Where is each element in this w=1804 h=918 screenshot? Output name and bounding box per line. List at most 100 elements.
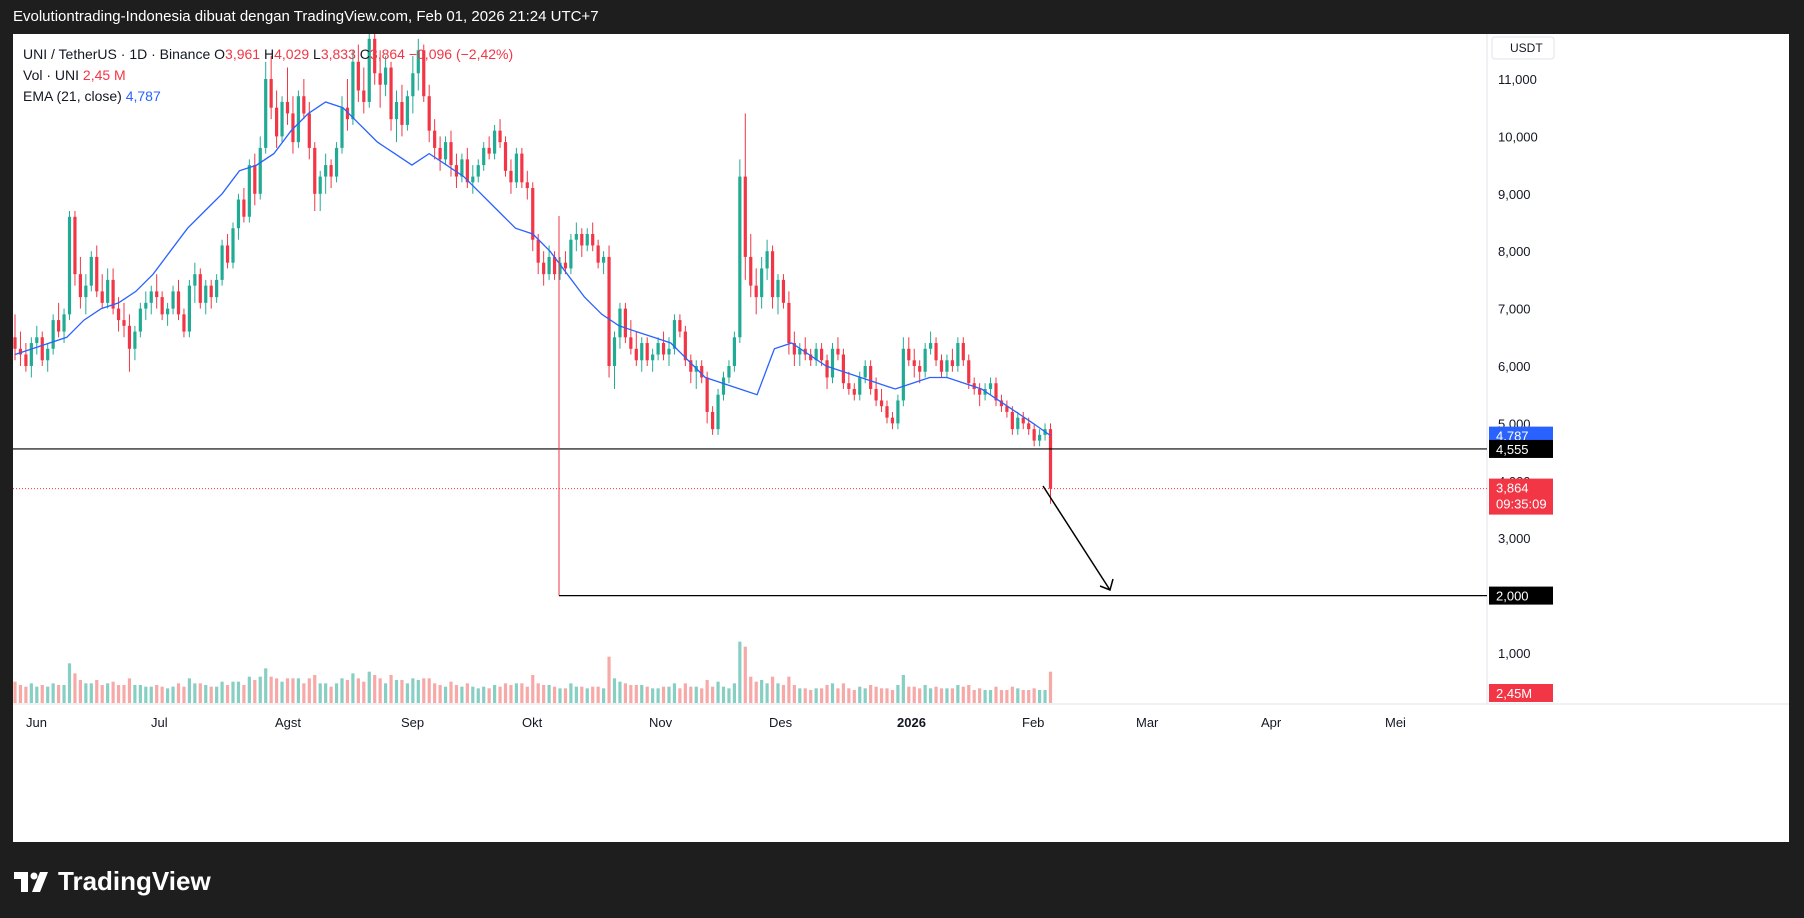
volume-bar	[874, 686, 878, 703]
candle	[607, 245, 611, 378]
candle-body	[57, 320, 61, 332]
candle	[176, 279, 181, 321]
volume-bar	[236, 681, 241, 703]
candle	[754, 268, 758, 315]
candle	[918, 360, 922, 384]
legend-volume-label: Vol · UNI	[23, 67, 80, 83]
volume-bar	[1016, 688, 1020, 703]
volume-bar	[138, 685, 142, 703]
candle	[574, 222, 578, 252]
volume-bar	[661, 686, 666, 703]
volume-bar	[247, 676, 251, 703]
candle	[939, 354, 944, 378]
candle-body	[907, 348, 911, 361]
candle	[264, 61, 268, 154]
volume-bar	[531, 675, 535, 703]
time-tick-label: Jun	[26, 715, 47, 730]
legend-volume-row[interactable]: Vol · UNI 2,45 M	[23, 65, 513, 86]
volume-bar	[618, 681, 622, 703]
tradingview-logo[interactable]: TradingView	[14, 866, 211, 897]
volume-bar	[612, 678, 617, 703]
candle-body	[602, 256, 606, 263]
candle	[95, 245, 99, 298]
candle	[1032, 423, 1036, 447]
candle-body	[1038, 434, 1042, 441]
candle-body	[672, 320, 677, 349]
candle-body	[939, 360, 944, 372]
candle-body	[585, 233, 589, 246]
candle	[994, 377, 998, 407]
candle-body	[1016, 417, 1020, 430]
candle-body	[640, 343, 644, 361]
candle	[1010, 406, 1014, 435]
volume-bar	[220, 681, 224, 703]
volume-bar	[727, 688, 731, 703]
volume-bar	[923, 685, 927, 703]
volume-badge: 2,45M	[1489, 684, 1553, 702]
price-tick-label: 9,000	[1498, 187, 1531, 202]
candle-body	[967, 360, 971, 384]
volume-bar	[640, 685, 644, 703]
candle-body	[460, 159, 464, 177]
candle	[160, 291, 164, 321]
candle	[705, 371, 709, 424]
chart-canvas[interactable]: 11,00010,0009,0008,0007,0006,0005,0004,0…	[13, 34, 1789, 842]
legend-symbol[interactable]: UNI / TetherUS · 1D · Binance	[23, 46, 211, 62]
volume-bar	[433, 683, 437, 703]
candle-body	[264, 79, 268, 148]
volume-bar	[1027, 690, 1031, 703]
volume-bar	[885, 688, 889, 703]
volume-bar	[765, 683, 769, 703]
volume-bar	[1038, 690, 1042, 703]
candle-body	[416, 50, 420, 74]
candle	[498, 119, 502, 148]
candle	[193, 262, 197, 303]
volume-bar	[596, 686, 600, 703]
candle-body	[1010, 411, 1014, 430]
volume-bar	[225, 685, 230, 703]
candle-body	[879, 400, 884, 407]
candle	[122, 302, 126, 338]
volume-bar	[574, 686, 578, 703]
volume-bar	[869, 685, 873, 703]
candle	[111, 268, 115, 315]
candle	[694, 360, 698, 389]
candle-body	[313, 147, 317, 194]
candle	[242, 188, 246, 223]
candle	[743, 113, 747, 280]
candle-body	[285, 101, 290, 114]
volume-bar	[580, 686, 584, 703]
candle-body	[525, 182, 529, 189]
volume-bar	[721, 686, 726, 703]
chart-frame[interactable]: 11,00010,0009,0008,0007,0006,0005,0004,0…	[13, 34, 1789, 842]
candle	[275, 90, 279, 148]
candle	[869, 360, 873, 395]
candle	[781, 274, 786, 309]
candle-body	[318, 176, 322, 194]
volume-bar	[340, 678, 344, 703]
candle-body	[754, 285, 758, 298]
candle	[269, 56, 273, 120]
time-tick-label: Apr	[1261, 715, 1282, 730]
candle	[345, 79, 350, 131]
candle-body	[433, 130, 437, 148]
volume-bar	[754, 681, 758, 703]
candle-body	[106, 279, 110, 303]
candle-body	[78, 274, 82, 298]
candle-body	[765, 251, 769, 269]
candle	[247, 159, 251, 223]
candle-body	[651, 354, 655, 361]
volume-bar	[405, 683, 409, 703]
candle-body	[869, 366, 873, 389]
candle	[656, 337, 660, 361]
user-drawings[interactable]	[13, 216, 1487, 597]
legend-symbol-row[interactable]: UNI / TetherUS · 1D · Binance O3,961 H4,…	[23, 44, 513, 65]
candle	[236, 193, 241, 240]
candle	[89, 251, 93, 292]
last-price-badge-bg	[1489, 478, 1553, 515]
volume-bar	[798, 688, 802, 703]
legend-ema-row[interactable]: EMA (21, close) 4,787	[23, 86, 513, 107]
candle-body	[503, 142, 508, 171]
volume-bar	[313, 675, 317, 703]
candle-body	[340, 107, 344, 148]
